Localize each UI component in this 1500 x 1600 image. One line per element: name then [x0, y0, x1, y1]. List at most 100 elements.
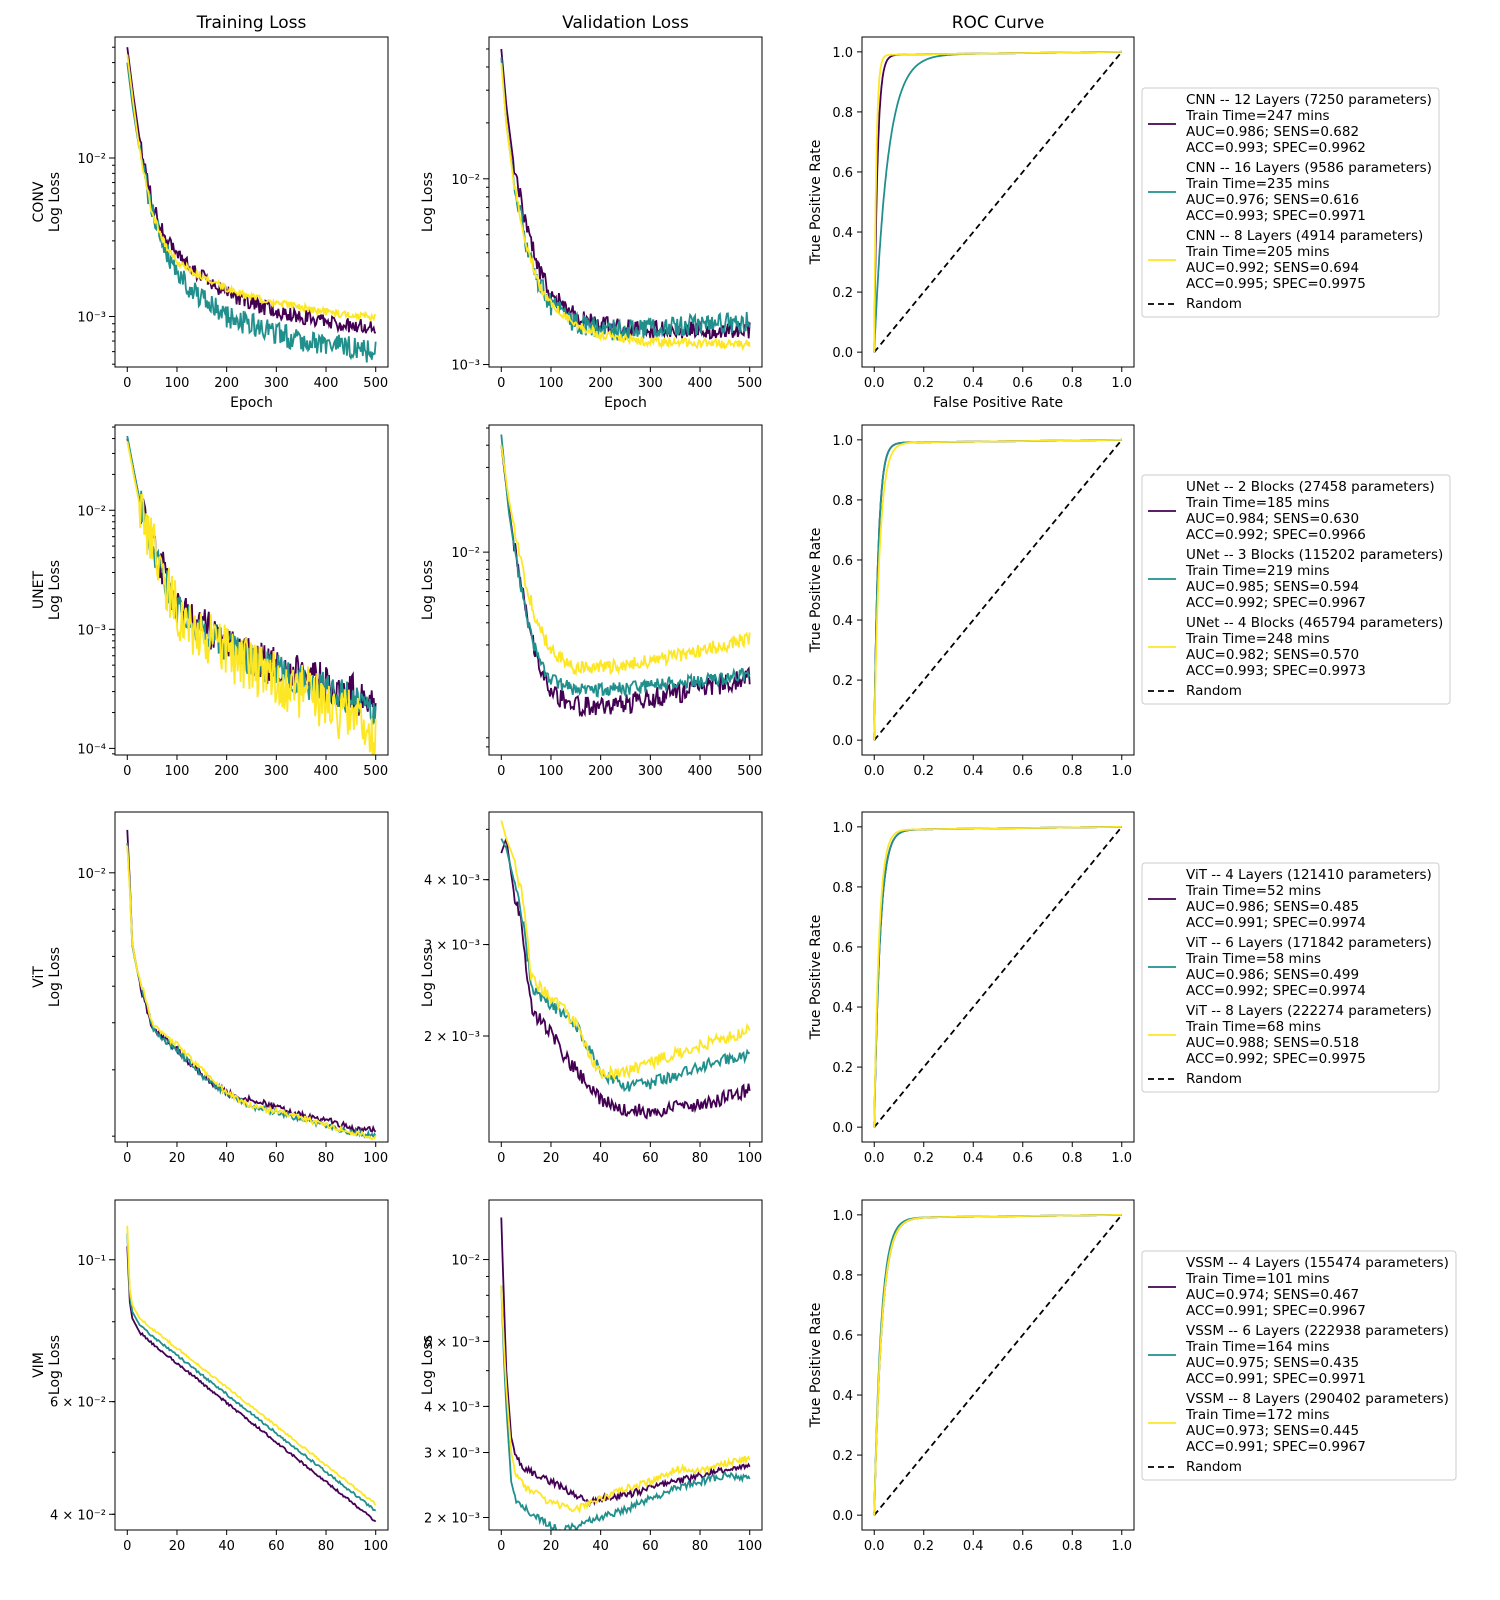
series-group — [126, 829, 377, 1141]
y-tick-label: 0.6 — [832, 1329, 853, 1344]
x-tick-label: 300 — [264, 376, 289, 391]
loss-line-1 — [126, 1233, 377, 1512]
x-tick-label: 0.8 — [1062, 764, 1083, 779]
series-group — [500, 48, 751, 352]
x-tick-label: 80 — [318, 1151, 335, 1166]
y-tick-label: 0.6 — [832, 941, 853, 956]
x-tick-label: 0.2 — [913, 1151, 934, 1166]
series-group — [126, 1225, 377, 1523]
x-tick-label: 40 — [218, 1151, 235, 1166]
legend-entry: AUC=0.988; SENS=0.518 — [1186, 1035, 1359, 1051]
legend-entry-random: Random — [1186, 683, 1242, 699]
val-loss-panel: 0 100 200 300 400 500 10⁻² Log Loss — [420, 424, 763, 779]
legend-entry: Train Time=172 mins — [1185, 1407, 1330, 1423]
x-tick-label: 0 — [497, 376, 505, 391]
x-tick-label: 100 — [539, 376, 564, 391]
x-tick-label: 1.0 — [1111, 764, 1132, 779]
x-tick-label: 1.0 — [1111, 1151, 1132, 1166]
legend-entry: AUC=0.973; SENS=0.445 — [1186, 1423, 1359, 1439]
plot-frame — [861, 811, 1135, 1143]
column-title: Training Loss — [196, 13, 307, 33]
y-tick-label: 4 × 10⁻³ — [424, 1400, 480, 1415]
y-tick-label: 0.6 — [832, 166, 853, 181]
x-tick-label: 0 — [123, 376, 131, 391]
legend-entry: ACC=0.991; SPEC=0.9967 — [1186, 1303, 1366, 1319]
legend-entry-random: Random — [1186, 1459, 1242, 1475]
legend-entry: ViT -- 8 Layers (222274 parameters) — [1186, 1003, 1432, 1019]
legend-entry: AUC=0.974; SENS=0.467 — [1186, 1287, 1359, 1303]
roc-panel: 0.0 0.0 0.2 0.2 0.4 0.4 0.6 0.6 0.8 0.8 1.0 1.0 True… — [808, 1199, 1135, 1554]
legend-entry: Train Time=101 mins — [1185, 1271, 1330, 1287]
legend-frame — [1141, 474, 1451, 705]
val-loss-panel: 0 20 40 60 80 100 10⁻² 6 × 10⁻³ 4 × 10⁻³ 3 × 10⁻³… — [420, 1199, 763, 1554]
y-tick-label: 1.0 — [832, 46, 853, 61]
legend-entry: VSSM -- 8 Layers (290402 parameters) — [1186, 1391, 1449, 1407]
plot-frame — [488, 424, 763, 756]
legend-entry: AUC=0.986; SENS=0.485 — [1186, 899, 1359, 915]
y-tick-label: 10⁻² — [451, 546, 480, 561]
column-title: ROC Curve — [952, 13, 1045, 33]
x-tick-label: 0.8 — [1062, 1539, 1083, 1554]
y-tick-label: 4 × 10⁻³ — [424, 874, 480, 889]
x-tick-label: 20 — [543, 1539, 560, 1554]
legend-entry: VSSM -- 4 Layers (155474 parameters) — [1186, 1255, 1449, 1271]
y-tick-label: 0.8 — [832, 881, 853, 896]
series-group — [126, 435, 377, 755]
legend-entry: CNN -- 8 Layers (4914 parameters) — [1186, 228, 1423, 244]
y-tick-label: 3 × 10⁻³ — [424, 939, 480, 954]
x-tick-label: 40 — [218, 1539, 235, 1554]
loss-line-1 — [126, 62, 377, 363]
x-tick-label: 0.2 — [913, 764, 934, 779]
legend-entry: Train Time=68 mins — [1185, 1019, 1321, 1035]
x-tick-label: 80 — [692, 1151, 709, 1166]
y-tick-label: 10⁻⁴ — [77, 742, 106, 757]
y-tick-label: 10⁻³ — [77, 623, 106, 638]
y-tick-label: 0.0 — [832, 1121, 853, 1136]
x-tick-label: 1.0 — [1111, 1539, 1132, 1554]
y-tick-label: 0.0 — [832, 1509, 853, 1524]
x-tick-label: 400 — [314, 764, 339, 779]
x-tick-label: 300 — [638, 764, 663, 779]
legend-entry: CNN -- 16 Layers (9586 parameters) — [1186, 160, 1432, 176]
x-tick-label: 100 — [737, 1539, 762, 1554]
roc-line-2 — [873, 826, 1122, 1128]
legend-entry: ACC=0.993; SPEC=0.9962 — [1186, 140, 1366, 156]
x-tick-label: 1.0 — [1111, 376, 1132, 391]
plot-frame — [488, 811, 763, 1143]
x-tick-label: 400 — [688, 376, 713, 391]
plot-frame — [114, 36, 389, 368]
x-tick-label: 0 — [123, 764, 131, 779]
y-tick-label: 10⁻² — [77, 504, 106, 519]
legend-entry: Train Time=248 mins — [1185, 631, 1330, 647]
y-tick-label: 0.4 — [832, 614, 853, 629]
x-tick-label: 40 — [592, 1539, 609, 1554]
x-tick-label: 200 — [214, 376, 239, 391]
y-axis-label: Log Loss — [47, 1335, 63, 1395]
x-tick-label: 20 — [169, 1151, 186, 1166]
val-loss-panel: 0 20 40 60 80 100 4 × 10⁻³ 3 × 10⁻³ 2 × 10⁻³ Log … — [420, 811, 763, 1166]
x-tick-label: 100 — [539, 764, 564, 779]
x-tick-label: 20 — [169, 1539, 186, 1554]
y-tick-label: 0.6 — [832, 554, 853, 569]
y-tick-label: 0.2 — [832, 674, 853, 689]
x-tick-label: 100 — [363, 1539, 388, 1554]
train-loss-panel: 0 100 200 300 400 500 10⁻² 10⁻³ 10⁻⁴ UNET Log Loss — [31, 424, 389, 779]
random-diagonal — [873, 1214, 1123, 1516]
x-tick-label: 80 — [318, 1539, 335, 1554]
y-tick-label: 3 × 10⁻³ — [424, 1447, 480, 1462]
x-tick-label: 300 — [264, 764, 289, 779]
y-axis-label: VIM — [31, 1352, 47, 1378]
y-tick-label: 2 × 10⁻³ — [424, 1512, 480, 1527]
x-tick-label: 60 — [268, 1151, 285, 1166]
legend-entry: ACC=0.995; SPEC=0.9975 — [1186, 276, 1366, 292]
legend-entry: CNN -- 12 Layers (7250 parameters) — [1186, 92, 1432, 108]
series-group — [126, 47, 377, 363]
loss-line-1 — [126, 842, 377, 1139]
series-group — [500, 820, 751, 1120]
series-group — [500, 434, 751, 718]
y-tick-label: 6 × 10⁻² — [50, 1396, 106, 1411]
y-tick-label: 1.0 — [832, 1209, 853, 1224]
legend-entry: AUC=0.984; SENS=0.630 — [1186, 511, 1359, 527]
plot-frame — [488, 1199, 763, 1531]
